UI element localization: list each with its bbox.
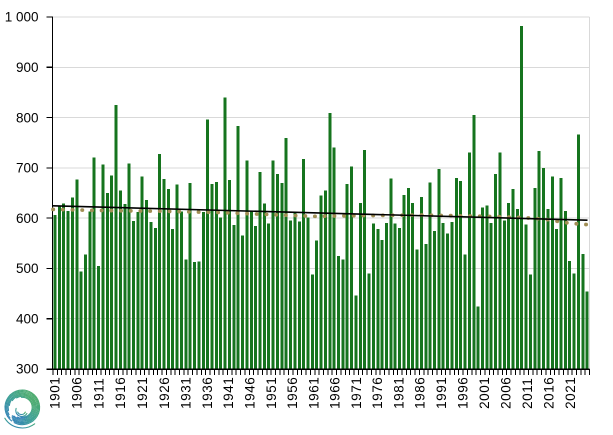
svg-text:1901: 1901 (48, 377, 63, 409)
svg-text:1936: 1936 (200, 377, 215, 409)
svg-text:1976: 1976 (370, 377, 385, 409)
svg-text:1941: 1941 (221, 377, 236, 409)
svg-text:1956: 1956 (285, 377, 300, 409)
svg-text:2021: 2021 (563, 377, 578, 409)
svg-text:1921: 1921 (135, 377, 150, 409)
svg-text:1931: 1931 (179, 377, 194, 409)
svg-text:600: 600 (16, 211, 39, 226)
svg-text:1986: 1986 (413, 377, 428, 409)
svg-text:1 000: 1 000 (5, 10, 39, 25)
svg-text:1951: 1951 (264, 377, 279, 409)
svg-text:800: 800 (16, 110, 39, 125)
svg-text:1981: 1981 (392, 377, 407, 409)
svg-text:2006: 2006 (499, 377, 514, 409)
svg-text:400: 400 (16, 311, 39, 326)
svg-text:1966: 1966 (328, 377, 343, 409)
svg-text:1911: 1911 (91, 378, 106, 409)
svg-text:2001: 2001 (477, 377, 492, 409)
svg-text:1916: 1916 (113, 377, 128, 409)
svg-text:2016: 2016 (542, 377, 557, 409)
svg-text:1991: 1991 (434, 377, 449, 409)
svg-text:900: 900 (16, 60, 39, 75)
svg-text:1906: 1906 (69, 377, 84, 409)
svg-text:700: 700 (16, 161, 39, 176)
svg-text:2011: 2011 (520, 378, 535, 409)
svg-text:1946: 1946 (243, 377, 258, 409)
svg-text:1996: 1996 (456, 377, 471, 409)
svg-text:500: 500 (16, 261, 39, 276)
svg-text:300: 300 (16, 362, 39, 377)
svg-text:1971: 1971 (349, 377, 364, 409)
svg-text:1926: 1926 (157, 377, 172, 409)
svg-text:1961: 1961 (306, 377, 321, 409)
